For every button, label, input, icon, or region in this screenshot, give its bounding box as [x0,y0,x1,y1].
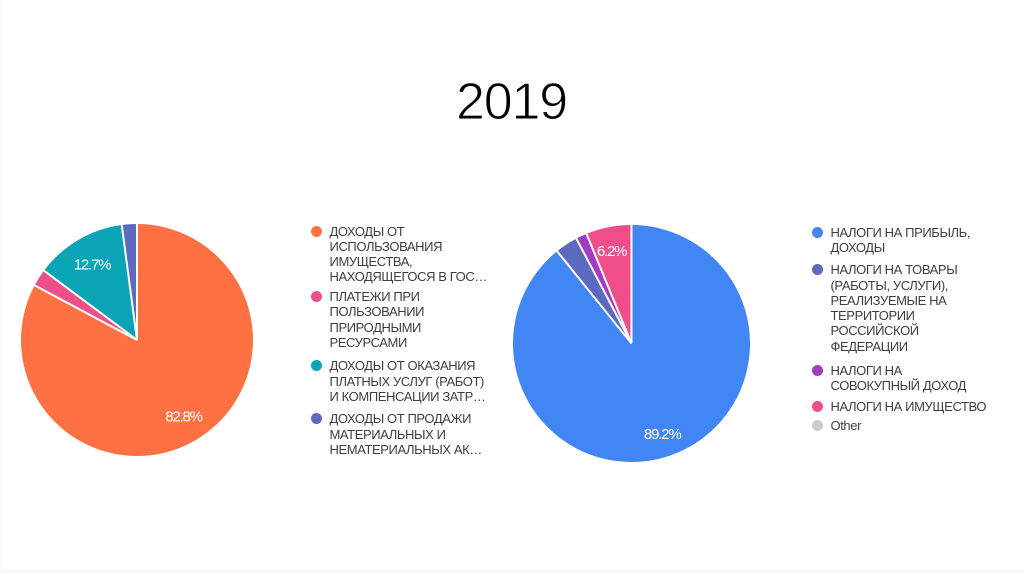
svg-text:12.7%: 12.7% [74,257,111,274]
svg-text:6.2%: 6.2% [597,243,627,260]
svg-text:89.2%: 89.2% [644,426,681,443]
svg-text:82.8%: 82.8% [165,409,202,426]
